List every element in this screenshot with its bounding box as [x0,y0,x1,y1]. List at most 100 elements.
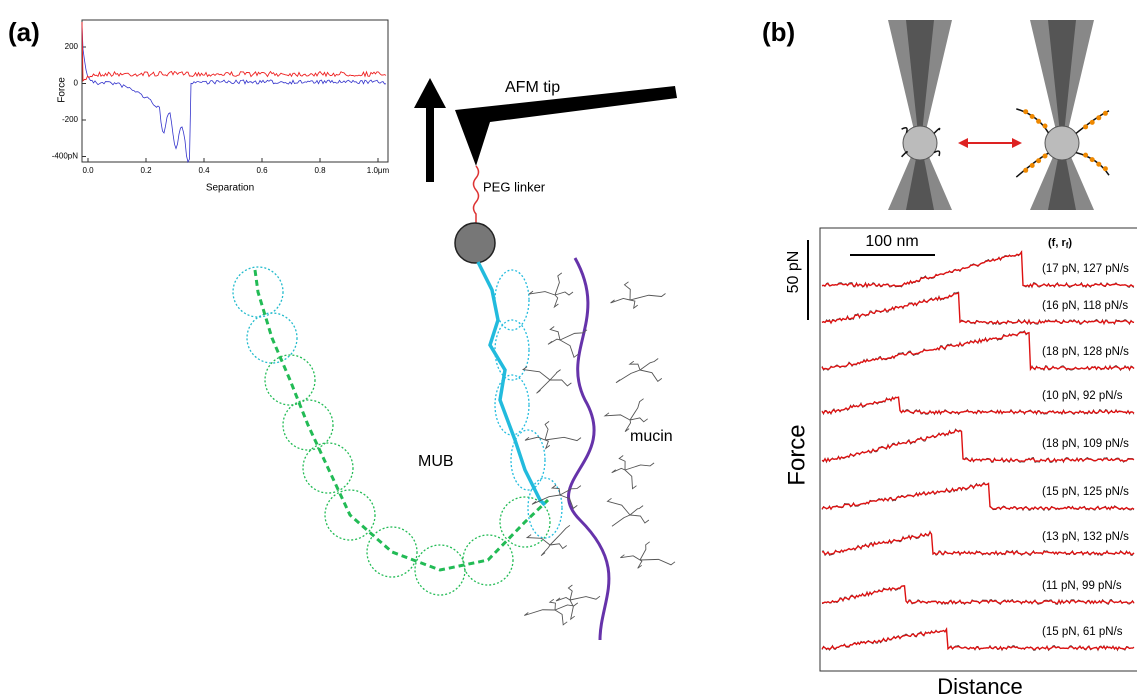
polymer [933,150,941,157]
inset-frame [81,19,389,163]
residue [1083,124,1089,130]
glycan [521,366,572,394]
domain [510,429,546,491]
residue [1096,161,1102,167]
residue [1102,110,1108,116]
bead [454,222,496,264]
y-tick-label: -200 [62,115,79,124]
fit-trace [821,330,1135,372]
glycan [524,598,579,626]
peg-linker [472,165,480,224]
y-tick-label: -400pN [52,152,78,161]
residue [1083,152,1089,158]
x-tick-label: 0.6 [256,166,268,175]
scale-label: 100 nm [865,233,918,250]
beam [906,20,934,210]
axis-label: Separation [206,183,254,194]
glycan [525,524,571,557]
trace-label: (18 pN, 109 pN/s [1042,438,1129,450]
glycan [524,421,582,450]
arrow-head [1012,138,1022,148]
domain [232,266,284,318]
traces: (17 pN, 127 pN/s (16 pN, 118 pN/s (18 pN, … [821,249,1135,652]
annotation: AFM tip [505,79,560,96]
domain [366,526,418,578]
trapped-bead [1044,125,1080,161]
x-tick-label: 0.8 [314,166,326,175]
residue [1102,166,1108,172]
annotation: mucin [630,428,673,445]
residue [1029,163,1035,168]
domain [494,319,530,381]
trace-label: (11 pN, 99 pN/s [1042,580,1122,592]
glycan [606,497,650,527]
glycan [531,484,582,510]
fit-trace [821,292,1135,325]
red-trace [81,21,387,82]
residue [1042,153,1048,159]
x-tick-label: 0.4 [198,166,210,175]
axis-label: Force [57,77,68,103]
residue [1023,167,1029,173]
x-tick-label: 1.0μm [367,166,390,175]
glycan [555,584,601,621]
polymer [1016,108,1050,134]
trace-label: (16 pN, 118 pN/s [1042,300,1128,312]
fit-trace [821,627,1135,651]
axis-label: Distance [937,674,1023,699]
header-sub: f [1066,241,1069,250]
glycan [603,398,648,432]
domain [302,442,354,494]
mub-stretched [476,261,547,507]
domain [246,312,298,364]
fit-trace [821,585,1135,605]
trace-label: (10 pN, 92 pN/s [1042,390,1123,402]
arrow-head [414,78,446,108]
y-tick-label: 200 [65,42,79,51]
domain [324,489,376,541]
annotation: PEG linker [483,179,546,194]
glycan [615,358,663,384]
y-tick-label: 0 [74,79,79,88]
fit-trace [821,249,1135,288]
trapped-bead [902,125,938,161]
x-tick-label: 0.0 [82,166,94,175]
trace-label: (17 pN, 127 pN/s [1042,263,1129,275]
mucin [567,257,611,641]
beam [1048,20,1076,210]
residue [1096,115,1102,121]
panel-label: (b) [762,17,795,47]
domain [264,354,316,406]
x-tick-label: 0.2 [140,166,152,175]
polymer [901,126,908,134]
trace-label: (15 pN, 61 pN/s [1042,626,1123,638]
polymer [1075,151,1110,176]
afm-cantilever [455,86,677,166]
arrow-head [958,138,968,148]
residue [1036,118,1042,124]
fit-trace [821,482,1135,511]
domain [414,544,466,596]
glycan [547,326,588,359]
domain [494,269,530,331]
header-main: (f, r [1048,237,1066,249]
fit-trace [821,530,1135,556]
column-header: (f, rf) [1048,237,1072,250]
trace-label: (15 pN, 125 pN/s [1042,486,1129,498]
glycan [610,281,666,310]
domain [499,496,551,548]
residue [1029,114,1035,119]
trace-frame [819,227,1137,672]
residue [1089,157,1095,163]
fit-trace [821,429,1135,463]
residue [1042,123,1048,129]
trace-label: (18 pN, 128 pN/s [1042,346,1129,358]
domain [527,477,563,539]
residue [1089,119,1095,125]
domain [462,534,514,586]
fit-trace [821,396,1135,415]
header-close: ) [1068,237,1072,249]
domain [282,399,334,451]
glycan [528,272,574,309]
